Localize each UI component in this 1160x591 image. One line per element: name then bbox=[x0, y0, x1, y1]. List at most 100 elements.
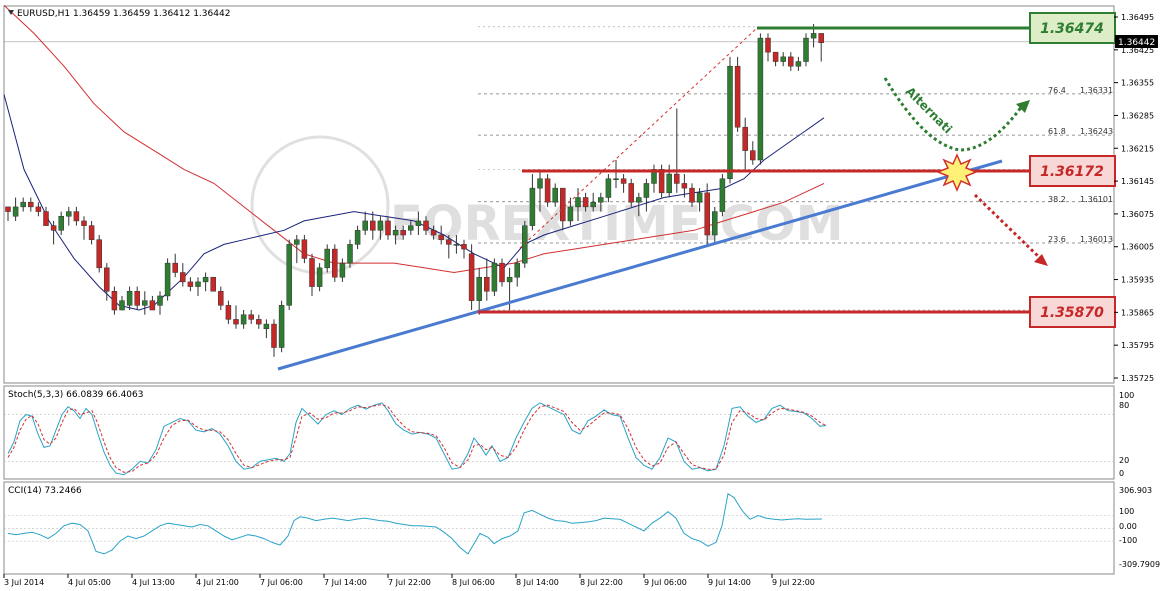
time-tick-label: 4 Jul 13:00 bbox=[132, 578, 175, 587]
ma-slow-line bbox=[3, 4, 825, 274]
candle-body bbox=[742, 126, 748, 151]
ma-layer bbox=[3, 4, 825, 311]
current-price-marker bbox=[1115, 35, 1158, 48]
candle-body bbox=[111, 291, 118, 311]
candle-body bbox=[780, 56, 786, 62]
candle-body bbox=[324, 248, 330, 269]
candle-body bbox=[50, 225, 57, 231]
stoch-panel-frame bbox=[3, 385, 1115, 480]
candle-body bbox=[142, 300, 148, 306]
candle-body bbox=[765, 37, 771, 53]
candle-body bbox=[104, 267, 110, 292]
time-tick-label: 9 Jul 22:00 bbox=[772, 578, 815, 587]
candle-body bbox=[28, 201, 34, 208]
candle-body bbox=[712, 211, 718, 236]
candle-body bbox=[400, 230, 406, 236]
candle-body bbox=[430, 230, 437, 236]
candle-body bbox=[35, 206, 42, 212]
candle-body bbox=[278, 305, 285, 348]
svg-text:38.2: 38.2 bbox=[1048, 195, 1066, 204]
candle-body bbox=[362, 220, 368, 231]
candle-body bbox=[354, 230, 361, 245]
time-tick-label: 8 Jul 22:00 bbox=[580, 578, 623, 587]
candle-body bbox=[598, 197, 604, 203]
candle-body bbox=[309, 258, 315, 287]
candle-body bbox=[446, 239, 452, 245]
candle-body bbox=[256, 319, 262, 325]
stoch-main-line bbox=[7, 402, 827, 476]
candle-body bbox=[172, 262, 178, 273]
candle-body bbox=[666, 173, 672, 194]
cci-tick-100: 100 bbox=[1119, 507, 1134, 516]
candle-body bbox=[628, 183, 634, 203]
svg-text:76.4: 76.4 bbox=[1048, 86, 1066, 95]
candle-body bbox=[651, 169, 657, 184]
candle-body bbox=[613, 178, 619, 180]
candle-body bbox=[810, 33, 817, 39]
fib-label-764: 76.4 1.36331 bbox=[1048, 86, 1113, 95]
cci-tick-0: 0.00 bbox=[1119, 522, 1137, 531]
candle-body bbox=[590, 201, 596, 208]
candle-body bbox=[438, 234, 444, 240]
price-tick-label: 1.36005 bbox=[1121, 243, 1154, 252]
candle-body bbox=[803, 37, 809, 62]
candle-body bbox=[499, 262, 505, 283]
candle-body bbox=[514, 262, 520, 278]
price-tick-label: 1.36425 bbox=[1121, 46, 1154, 55]
candle-body bbox=[96, 239, 102, 269]
stoch-layer bbox=[4, 402, 1114, 476]
candle-body bbox=[392, 230, 399, 236]
price-tick-label: 1.35865 bbox=[1121, 308, 1154, 317]
ma-fast-line bbox=[3, 94, 825, 311]
candle-body bbox=[605, 178, 612, 198]
candle-body bbox=[164, 262, 171, 297]
stoch-tick-0: 0 bbox=[1119, 469, 1124, 478]
collapse-triangle-icon[interactable] bbox=[8, 10, 14, 15]
candle-body bbox=[286, 244, 292, 306]
candle-body bbox=[643, 183, 650, 198]
candle-body bbox=[575, 197, 581, 208]
cci-tick-minus100: -100 bbox=[1119, 536, 1137, 545]
candle-body bbox=[620, 178, 627, 184]
trend-line[interactable] bbox=[277, 159, 1003, 371]
candle-body bbox=[674, 173, 680, 184]
candle-body bbox=[5, 206, 11, 212]
candle-body bbox=[681, 183, 688, 189]
candle-body bbox=[476, 276, 482, 301]
candle-body bbox=[210, 276, 216, 292]
candle-body bbox=[582, 197, 589, 208]
candle-body bbox=[423, 220, 429, 231]
price-tick-label: 1.36075 bbox=[1121, 210, 1154, 219]
candle-body bbox=[636, 197, 642, 203]
price-tick-label: 1.36145 bbox=[1121, 177, 1154, 186]
candle-body bbox=[12, 206, 19, 217]
candle-body bbox=[658, 169, 665, 194]
resistance-label-text: 1.36474 bbox=[1040, 21, 1104, 37]
candle-body bbox=[187, 281, 194, 287]
fib-label-236: 23.6 1.36013 bbox=[1048, 235, 1113, 244]
candle-body bbox=[719, 178, 726, 212]
candle-body bbox=[537, 178, 543, 189]
candle-body bbox=[248, 314, 254, 320]
candle-body bbox=[689, 187, 695, 203]
candle-body bbox=[73, 211, 80, 222]
time-tick-label: 9 Jul 06:00 bbox=[644, 578, 687, 587]
candle-body bbox=[696, 192, 703, 203]
time-tick-label: 8 Jul 06:00 bbox=[452, 578, 495, 587]
cci-axis: 306.903 100 0.00 -100 -309.7909 bbox=[1119, 486, 1160, 569]
candle-body bbox=[202, 276, 209, 283]
candle-body bbox=[529, 187, 536, 226]
price-tick-label: 1.36285 bbox=[1121, 111, 1154, 120]
candle-body bbox=[180, 272, 186, 283]
candle-body bbox=[818, 33, 824, 44]
candle-body bbox=[81, 220, 87, 226]
candle-body bbox=[20, 201, 26, 208]
candle-body bbox=[484, 276, 490, 292]
candle-body bbox=[225, 305, 232, 320]
price-tick-label: 1.35935 bbox=[1121, 276, 1154, 285]
pivot-label-text: 1.36172 bbox=[1040, 164, 1104, 180]
support-label-text: 1.35870 bbox=[1040, 305, 1104, 321]
time-tick-label: 4 Jul 05:00 bbox=[68, 578, 111, 587]
candle-body bbox=[263, 323, 270, 330]
